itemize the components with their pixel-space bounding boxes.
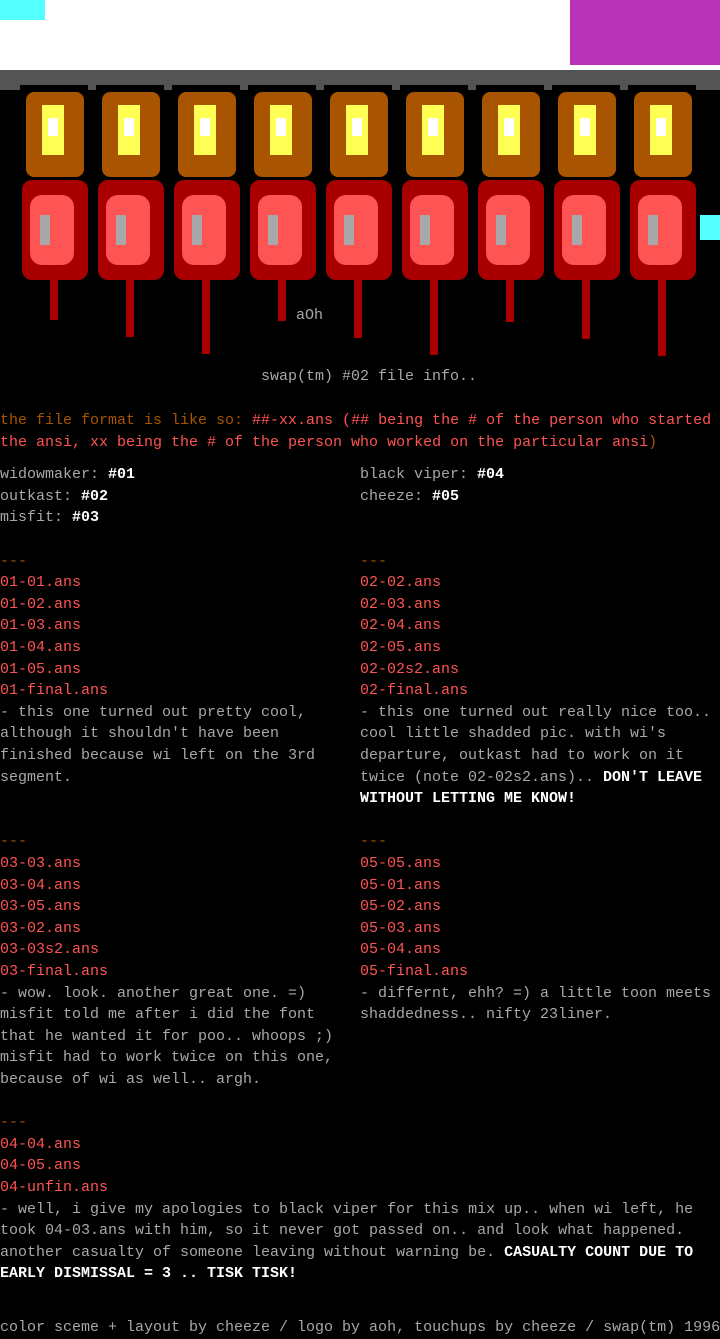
section-description: - this one turned out pretty cool, altho… [0,703,325,786]
file-name: 05-final.ans [360,962,469,980]
file-name: 02-04.ans [360,617,442,635]
file-name: 01-final.ans [0,682,109,700]
file-name: 03-03.ans [0,854,82,872]
file-name: 03-final.ans [0,962,109,980]
member-entry: black viper: #04 [360,464,504,486]
swap-logo-art: aOh [0,0,720,356]
file-name: 04-04.ans [0,1135,82,1153]
file-section: --- 05-05.ans 05-01.ans 05-02.ans 05-03.ans 0… [360,831,720,1025]
section-description: - well, i give my apologies to black vip… [0,1200,703,1283]
file-section: --- 02-02.ans 02-03.ans 02-04.ans 02-05.ans 0… [360,551,720,810]
separator: --- [360,833,388,851]
file-name: 03-04.ans [0,876,82,894]
file-name: 01-04.ans [0,638,82,656]
member-name: black viper: [360,466,478,484]
file-name: 01-02.ans [0,595,82,613]
file-name: 05-04.ans [360,941,442,959]
file-name: 05-05.ans [360,854,442,872]
logo-signature: aOh [296,307,323,324]
credits-line: color sceme + layout by cheeze / logo by… [0,1319,720,1336]
separator: --- [360,552,388,570]
separator: --- [0,552,28,570]
section-description: - differnt, ehh? =) a little toon meets … [360,984,720,1024]
page-subtitle: swap(tm) #02 file info.. [261,368,478,385]
file-section: --- 01-01.ans 01-02.ans 01-03.ans 01-04.ans 0… [0,551,360,789]
file-name: 03-03s2.ans [0,941,100,959]
member-number: #02 [81,487,109,505]
intro-text: the file format is like so: ##-xx.ans (#… [0,412,712,451]
member-entry: widowmaker: #01 [0,464,135,486]
member-number: #05 [432,487,460,505]
file-name: 04-unfin.ans [0,1178,109,1196]
file-name: 02-02.ans [360,574,442,592]
file-name: 02-03.ans [360,595,442,613]
member-number: #04 [477,466,505,484]
separator: --- [0,1114,28,1132]
file-name: 01-01.ans [0,574,82,592]
file-name: 05-01.ans [360,876,442,894]
file-name: 05-02.ans [360,898,442,916]
file-name: 05-03.ans [360,919,442,937]
member-entry: misfit: #03 [0,507,99,529]
file-name: 02-02s2.ans [360,660,460,678]
file-name: 02-05.ans [360,638,442,656]
member-name: outkast: [0,487,82,505]
separator: --- [0,833,28,851]
section-description: - this one turned out really nice too.. … [360,703,720,808]
member-number: #01 [108,466,136,484]
file-name: 03-05.ans [0,898,82,916]
file-name: 01-03.ans [0,617,82,635]
section-description: - wow. look. another great one. =) misfi… [0,984,343,1088]
member-entry: outkast: #02 [0,486,108,508]
file-section: --- 04-04.ans 04-05.ans 04-unfin.ans - well,… [0,1112,720,1285]
member-number: #03 [72,509,100,527]
file-name: 03-02.ans [0,919,82,937]
member-name: cheeze: [360,487,433,505]
emphasis-text: DON'T LEAVE WITHOUT LETTING ME KNOW! [360,768,712,808]
file-name: 04-05.ans [0,1157,82,1175]
file-name: 02-final.ans [360,682,469,700]
file-name: 01-05.ans [0,660,82,678]
emphasis-text: CASUALTY COUNT DUE TO EARLY DISMISSAL = … [0,1243,703,1283]
member-name: misfit: [0,509,73,527]
member-name: widowmaker: [0,466,109,484]
member-entry: cheeze: #05 [360,486,459,508]
file-section: --- 03-03.ans 03-04.ans 03-05.ans 03-02.ans 0… [0,831,360,1090]
